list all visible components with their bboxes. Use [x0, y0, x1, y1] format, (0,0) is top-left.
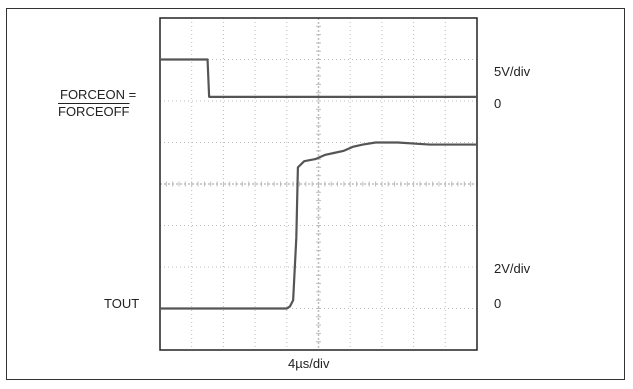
trace-channel-2: [160, 141, 477, 310]
ch1-scale-label: 5V/div: [494, 64, 531, 79]
ch2-label: TOUT: [104, 296, 140, 311]
ch2-zero-label: 0: [494, 296, 502, 311]
ch1-label-line2: FORCEOFF: [58, 104, 130, 119]
screen-border: [159, 17, 478, 351]
trace-channel-1: [160, 58, 477, 98]
ch1-label-line1: FORCEON =: [60, 87, 137, 102]
grid-layer: [159, 17, 478, 351]
ch2-scale-label: 2V/div: [494, 261, 531, 276]
x-scale-label: 4µs/div: [288, 356, 330, 371]
figure-frame: [6, 8, 625, 380]
trace-layer: [160, 58, 477, 310]
ch1-zero-label: 0: [494, 96, 502, 111]
